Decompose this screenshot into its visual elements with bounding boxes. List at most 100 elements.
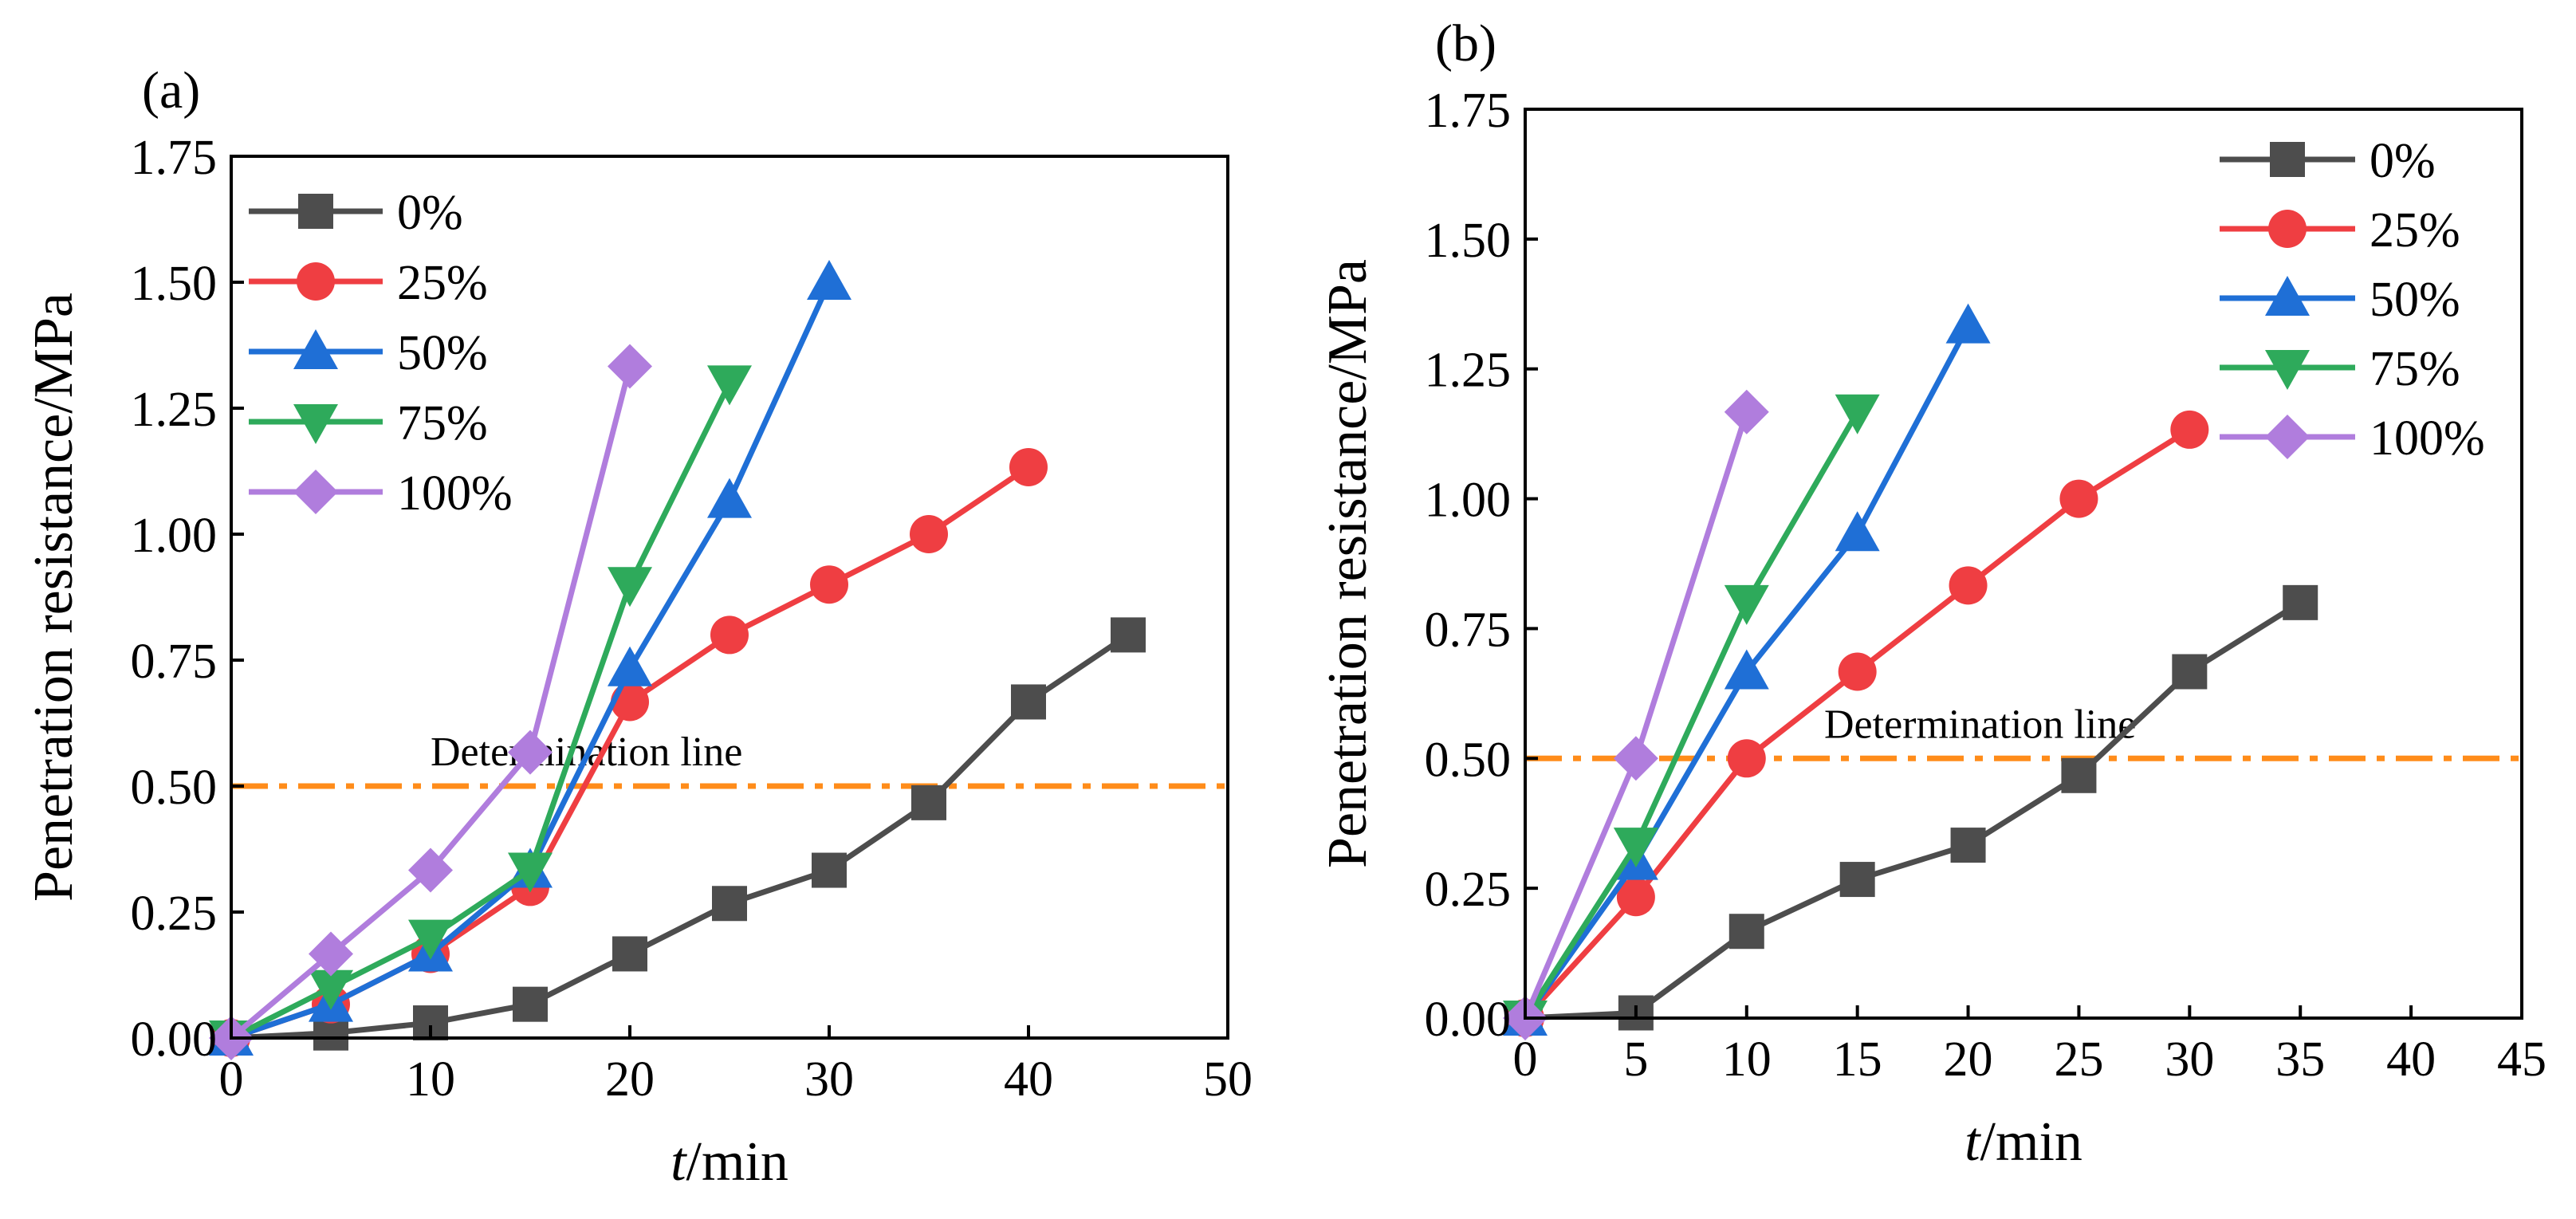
- b-point-0pct-7: [2283, 584, 2318, 620]
- a-point-75pct-3: [508, 852, 553, 893]
- b-legend-marker-25pct: [2268, 210, 2307, 248]
- a-point-0pct-3: [513, 986, 548, 1022]
- a-legend-marker-0pct: [298, 194, 333, 229]
- b-point-25pct-5: [2059, 479, 2098, 518]
- a-legend-marker-100pct: [293, 470, 338, 514]
- a-legend: 0% 25% 50% 75% 100%: [249, 186, 513, 521]
- b-x-tick-label: 45: [2497, 1032, 2547, 1087]
- b-x-tick-label: 10: [1722, 1032, 1772, 1087]
- b-y-tick-label: 1.50: [1425, 214, 1512, 268]
- a-panel-label: (a): [142, 61, 200, 120]
- a-axes-frame: [230, 155, 1229, 1040]
- b-point-25pct-4: [1949, 566, 1988, 605]
- a-point-75pct-5: [707, 365, 752, 406]
- a-y-tick-label: 1.00: [131, 509, 218, 563]
- b-point-75pct-2: [1724, 584, 1769, 625]
- b-x-tick-label: 15: [1833, 1032, 1882, 1087]
- a-point-50pct-5: [707, 478, 752, 518]
- b-axes-frame: [1524, 108, 2523, 1020]
- a-legend-marker-75pct: [293, 404, 338, 444]
- a-legend-label-25pct: 25%: [397, 256, 488, 310]
- b-point-75pct-3: [1835, 394, 1880, 435]
- a-point-75pct-2: [408, 919, 453, 960]
- b-x-tick-label: 25: [2054, 1032, 2103, 1087]
- b-point-25pct-2: [1727, 739, 1766, 778]
- b-x-tick-label: 30: [2165, 1032, 2214, 1087]
- a-y-tick-label: 1.50: [131, 257, 218, 311]
- b-point-0pct-6: [2172, 654, 2208, 690]
- b-y-tick-label: 1.00: [1425, 474, 1512, 528]
- a-point-100pct-4: [608, 344, 652, 389]
- a-x-tick-label: 0: [219, 1052, 244, 1107]
- b-x-tick-label: 0: [1513, 1032, 1538, 1087]
- a-point-75pct-1: [309, 969, 353, 1010]
- a-point-0pct-8: [1011, 684, 1046, 720]
- a-x-tick-label: 30: [804, 1052, 854, 1107]
- b-y-tick-label: 0.25: [1425, 863, 1512, 917]
- b-y-tick-label: 1.25: [1425, 344, 1512, 398]
- b-y-tick-label: 1.75: [1425, 84, 1512, 138]
- b-y-axis-label: Penetration resistance/MPa: [1317, 259, 1378, 868]
- a-legend-marker-50pct: [293, 329, 338, 369]
- a-point-0pct-5: [712, 886, 747, 922]
- a-y-tick-label: 0.25: [131, 887, 218, 941]
- a-x-axis-label: t/min: [671, 1131, 789, 1193]
- a-point-100pct-1: [309, 931, 353, 977]
- b-series-line-75pct: [1523, 411, 1860, 1020]
- a-legend-label-0pct: 0%: [397, 186, 463, 240]
- b-legend-label-25pct: 25%: [2370, 203, 2460, 258]
- a-x-tick-label: 50: [1203, 1052, 1253, 1107]
- a-y-tick-label: 0.50: [131, 761, 218, 815]
- a-point-0pct-4: [612, 936, 647, 972]
- b-point-25pct-6: [2170, 410, 2209, 449]
- b-legend-label-0pct: 0%: [2370, 134, 2436, 188]
- b-legend: 0% 25% 50% 75% 100%: [2220, 134, 2485, 466]
- a-point-25pct-7: [910, 515, 948, 553]
- b-determination-line-label: Determination line: [1824, 702, 2136, 747]
- a-series-line-75pct: [230, 381, 733, 1041]
- b-point-50pct-4: [1945, 303, 1991, 344]
- a-x-tick-label: 40: [1004, 1052, 1053, 1107]
- b-point-50pct-2: [1724, 649, 1769, 690]
- b-y-tick-label: 0.00: [1425, 993, 1512, 1047]
- b-legend-label-100pct: 100%: [2370, 411, 2485, 466]
- a-point-0pct-7: [911, 784, 946, 820]
- a-point-50pct-6: [807, 260, 851, 300]
- a-point-100pct-3: [508, 729, 553, 775]
- a-series-line-0pct: [230, 632, 1130, 1041]
- b-point-0pct-3: [1839, 862, 1875, 898]
- b-x-axis-label: t/min: [1964, 1111, 2082, 1173]
- b-point-50pct-3: [1835, 511, 1880, 552]
- a-point-50pct-4: [608, 646, 652, 686]
- a-y-tick-label: 0.00: [131, 1013, 218, 1067]
- a-y-tick-label: 1.25: [131, 383, 218, 437]
- b-legend-label-75pct: 75%: [2370, 342, 2460, 396]
- b-point-100pct-2: [1724, 389, 1769, 435]
- a-legend-marker-25pct: [297, 262, 335, 301]
- a-point-75pct-4: [608, 567, 652, 608]
- b-point-100pct-1: [1613, 736, 1658, 781]
- a-legend-label-100pct: 100%: [397, 466, 513, 521]
- b-legend-marker-50pct: [2265, 276, 2310, 316]
- a-legend-label-75pct: 75%: [397, 396, 488, 450]
- b-y-tick-label: 0.75: [1425, 603, 1512, 657]
- a-point-25pct-6: [810, 565, 848, 604]
- a-legend-label-50pct: 50%: [397, 326, 488, 380]
- b-legend-marker-75pct: [2265, 350, 2310, 390]
- b-point-0pct-5: [2061, 757, 2097, 793]
- b-panel-label: (b): [1435, 14, 1496, 73]
- b-series-line-0pct: [1524, 600, 2303, 1021]
- b-point-25pct-3: [1838, 652, 1877, 691]
- panel-b-chart: Determination line 0 5 10 15 20 25 30 35 40 45 0.00…: [1317, 14, 2547, 1173]
- b-point-75pct-1: [1613, 828, 1658, 868]
- a-x-tick-label: 20: [605, 1052, 655, 1107]
- a-x-tick-label: 10: [406, 1052, 455, 1107]
- a-y-axis-label: Penetration resistance/MPa: [23, 293, 85, 902]
- b-point-0pct-2: [1728, 914, 1764, 950]
- b-legend-marker-100pct: [2265, 415, 2310, 459]
- a-point-25pct-5: [710, 615, 749, 655]
- b-y-tick-label: 0.50: [1425, 733, 1512, 787]
- a-point-25pct-8: [1009, 447, 1048, 486]
